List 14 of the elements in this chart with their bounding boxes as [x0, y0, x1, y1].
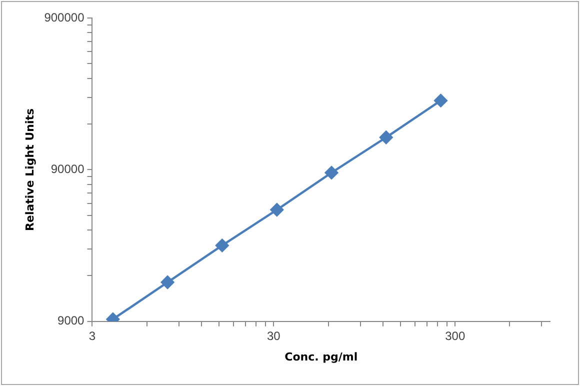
x-tick-label: 300 — [445, 328, 466, 343]
point — [434, 94, 448, 108]
point — [380, 130, 393, 144]
point — [216, 238, 229, 252]
point — [270, 203, 284, 216]
x-axis-title: Conc. pg/ml — [284, 350, 358, 364]
x-tick-label: 30 — [267, 328, 281, 343]
y-tick-label: 90000 — [50, 162, 85, 176]
point — [160, 276, 174, 289]
point — [324, 166, 338, 180]
y-tick-label: 900000 — [44, 10, 85, 24]
y-tick-label: 9000 — [58, 314, 85, 328]
x-tick-label: 3 — [88, 328, 96, 343]
y-axis-title: Relative Light Units — [23, 108, 36, 231]
